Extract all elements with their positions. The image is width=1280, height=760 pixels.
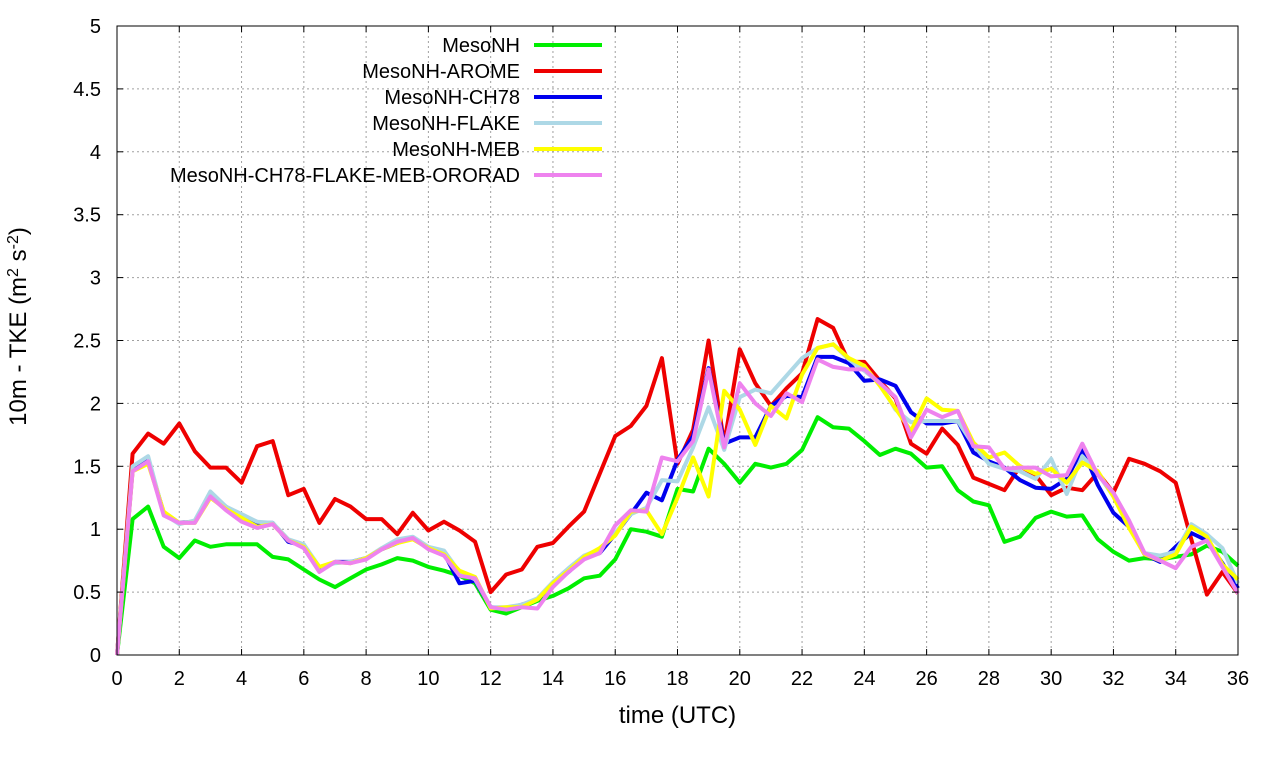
x-tick-label: 20 [729, 668, 751, 690]
x-tick-label: 4 [236, 668, 247, 690]
legend-label-mesonh-meb: MesoNH-MEB [392, 139, 520, 161]
y-tick-label: 2.5 [73, 331, 101, 353]
series-line-mesonh-flake [115, 342, 1240, 656]
y-axis-title: 10m - TKE (m2 s-2) [5, 227, 33, 426]
y-axis-title-mid: s [5, 249, 32, 268]
y-tick-label: 4.5 [73, 79, 101, 101]
legend-label-mesonh-ch78-flake-meb-ororad: MesoNH-CH78-FLAKE-MEB-ORORAD [170, 165, 520, 187]
x-tick-label: 32 [1102, 668, 1124, 690]
series-line-mesonh-meb [115, 342, 1240, 656]
x-tick-label: 8 [361, 668, 372, 690]
legend-label-mesonh-arome: MesoNH-AROME [362, 61, 520, 83]
x-tick-label: 22 [791, 668, 813, 690]
x-tick-label: 26 [915, 668, 937, 690]
legend-label-mesonh-ch78: MesoNH-CH78 [384, 87, 520, 109]
x-tick-label: 2 [174, 668, 185, 690]
y-tick-label: 0.5 [73, 582, 101, 604]
x-tick-label: 28 [978, 668, 1000, 690]
x-tick-label: 24 [853, 668, 875, 690]
x-tick-label: 6 [298, 668, 309, 690]
grid-lines [117, 26, 1238, 655]
y-tick-label: 3.5 [73, 205, 101, 227]
y-axis-title-end: ) [5, 227, 32, 235]
x-tick-label: 30 [1040, 668, 1062, 690]
x-tick-label: 34 [1165, 668, 1187, 690]
x-axis-title: time (UTC) [619, 702, 736, 729]
x-tick-label: 10 [417, 668, 439, 690]
x-tick-label: 0 [111, 668, 122, 690]
y-axis-title-sup1: 2 [5, 268, 22, 277]
x-tick-label: 16 [604, 668, 626, 690]
x-tick-label: 36 [1227, 668, 1249, 690]
axis-ticks: 0 2 4 6 8 10 12 14 16 18 20 22 24 26 28 30 32 34 3600.511.… [73, 16, 1249, 690]
x-tick-label: 18 [666, 668, 688, 690]
y-tick-label: 1 [90, 519, 101, 541]
x-tick-label: 14 [542, 668, 564, 690]
legend-label-mesonh-flake: MesoNH-FLAKE [372, 113, 520, 135]
series-line-mesonh-ch78-flake-meb-ororad [115, 357, 1240, 656]
y-tick-label: 2 [90, 393, 101, 415]
legend: MesoNH MesoNH-AROME MesoNH-CH78 MesoNH-FLAK… [170, 35, 602, 187]
legend-label-mesonh: MesoNH [442, 35, 520, 57]
series-line-mesonh [115, 415, 1240, 656]
x-tick-label: 12 [480, 668, 502, 690]
y-tick-label: 1.5 [73, 456, 101, 478]
series-lines [115, 317, 1240, 656]
y-tick-label: 5 [90, 16, 101, 38]
y-axis-title-sup2: -2 [5, 235, 22, 249]
y-tick-label: 3 [90, 268, 101, 290]
y-tick-label: 4 [90, 142, 101, 164]
y-tick-label: 0 [90, 645, 101, 667]
y-axis-title-base: 10m - TKE (m [5, 277, 32, 426]
